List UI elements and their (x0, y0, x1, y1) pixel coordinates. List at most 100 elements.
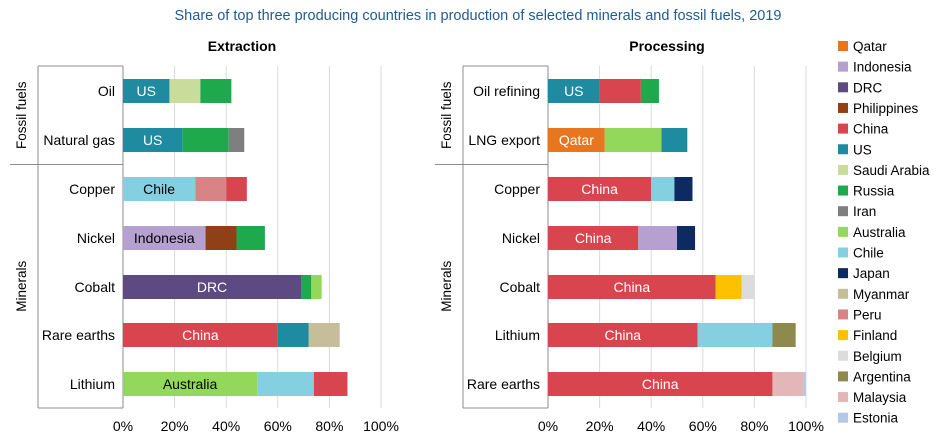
bar-segment (123, 128, 183, 152)
legend-label: US (853, 142, 872, 157)
legend-label: Myanmar (853, 287, 910, 302)
bar-segment (182, 128, 229, 152)
legend-swatch (838, 144, 848, 155)
legend-label: Australia (853, 225, 906, 240)
legend-label: Philippines (853, 101, 919, 116)
legend-swatch (838, 350, 848, 361)
bar-data-label: China (575, 230, 612, 246)
bar-segment (661, 128, 688, 152)
legend-swatch (838, 288, 848, 299)
bar-segment (548, 177, 652, 201)
x-tick-label: 100% (788, 418, 824, 434)
group-label: Minerals (439, 260, 454, 311)
category-label: LNG export (468, 132, 540, 148)
category-label: Cobalt (500, 279, 541, 295)
bar-segment (548, 275, 716, 299)
legend-label: Qatar (853, 39, 887, 54)
legend-swatch (838, 82, 848, 93)
bar-segment (651, 177, 675, 201)
bar-segment (123, 323, 278, 347)
bar-segment (257, 372, 314, 396)
bar-data-label: Qatar (559, 132, 594, 148)
bar-data-label: Indonesia (134, 230, 195, 246)
group-label: Fossil fuels (14, 81, 29, 149)
category-label: Nickel (77, 230, 115, 246)
x-tick-label: 40% (212, 418, 240, 434)
bar-data-label: China (605, 327, 642, 343)
panel-title: Extraction (208, 38, 276, 54)
bar-data-label: Australia (163, 376, 218, 392)
legend-label: Finland (853, 328, 897, 343)
legend-label: Malaysia (853, 390, 907, 405)
bar-segment (677, 226, 696, 250)
legend-swatch (838, 123, 848, 134)
bar-segment (772, 372, 804, 396)
legend-swatch (838, 412, 848, 423)
bar-segment (741, 275, 755, 299)
bar-segment (772, 323, 796, 347)
bar-data-label: China (614, 279, 651, 295)
legend-swatch (838, 164, 848, 175)
legend: Qatar Indonesia DRC Philippines China US Saudi… (838, 39, 930, 426)
bar-segment (604, 128, 662, 152)
legend-label: Saudi Arabia (853, 163, 930, 178)
legend-label: Belgium (853, 349, 902, 364)
legend-swatch (838, 247, 848, 258)
bar-segment (123, 226, 206, 250)
bar-segment (548, 128, 605, 152)
bar-segment (638, 226, 677, 250)
category-label: Lithium (495, 327, 540, 343)
bar-segment (123, 177, 196, 201)
legend-label: Chile (853, 246, 884, 261)
bar-segment (301, 275, 312, 299)
bar-data-label: China (182, 327, 219, 343)
bar-data-label: US (564, 83, 583, 99)
legend-label: Iran (853, 204, 876, 219)
panel-extraction: Extraction Fossil fuels Minerals 0% 20% 40% 60… (10, 38, 399, 434)
legend-label: Japan (853, 266, 890, 281)
x-tick-label: 20% (586, 418, 614, 434)
bar-segment (277, 323, 309, 347)
legend-label: Indonesia (853, 60, 912, 75)
x-tick-label: 80% (315, 418, 343, 434)
x-tick-label: 60% (264, 418, 292, 434)
legend-label: Argentina (853, 369, 911, 384)
bar-segment (548, 79, 600, 103)
bar-segment (169, 79, 201, 103)
bar-segment (803, 372, 806, 396)
legend-swatch (838, 309, 848, 320)
legend-label: China (853, 122, 889, 137)
chart-panels: Extraction Fossil fuels Minerals 0% 20% 40% 60… (10, 38, 824, 434)
bar-segment (674, 177, 693, 201)
category-label: Oil (98, 83, 115, 99)
bar-segment (205, 226, 237, 250)
bar-segment (200, 79, 232, 103)
x-tick-label: 0% (538, 418, 558, 434)
bar-data-label: China (581, 181, 618, 197)
legend-label: Peru (853, 307, 882, 322)
bar-data-label: US (143, 132, 162, 148)
panel-processing: Processing Fossil fuels Minerals 0% 20% 40% 60… (435, 38, 824, 434)
bar-segment (640, 79, 659, 103)
x-tick-label: 60% (689, 418, 717, 434)
legend-label: Estonia (853, 411, 899, 426)
category-label: Copper (69, 181, 115, 197)
bar-segment (599, 79, 641, 103)
bar-segment (236, 226, 265, 250)
bar-segment (313, 372, 348, 396)
legend-label: Russia (853, 184, 895, 199)
bar-segment (123, 79, 170, 103)
bar-data-label: US (136, 83, 155, 99)
bar-segment (548, 372, 773, 396)
group-label: Minerals (14, 260, 29, 311)
category-label: Natural gas (43, 132, 115, 148)
bar-data-label: Chile (143, 181, 175, 197)
legend-swatch (838, 102, 848, 113)
bar-segment (715, 275, 742, 299)
bar-segment (123, 372, 258, 396)
bar-segment (195, 177, 227, 201)
x-tick-label: 0% (113, 418, 133, 434)
legend-swatch (838, 41, 848, 51)
chart-title: Share of top three producing countries i… (175, 8, 782, 24)
